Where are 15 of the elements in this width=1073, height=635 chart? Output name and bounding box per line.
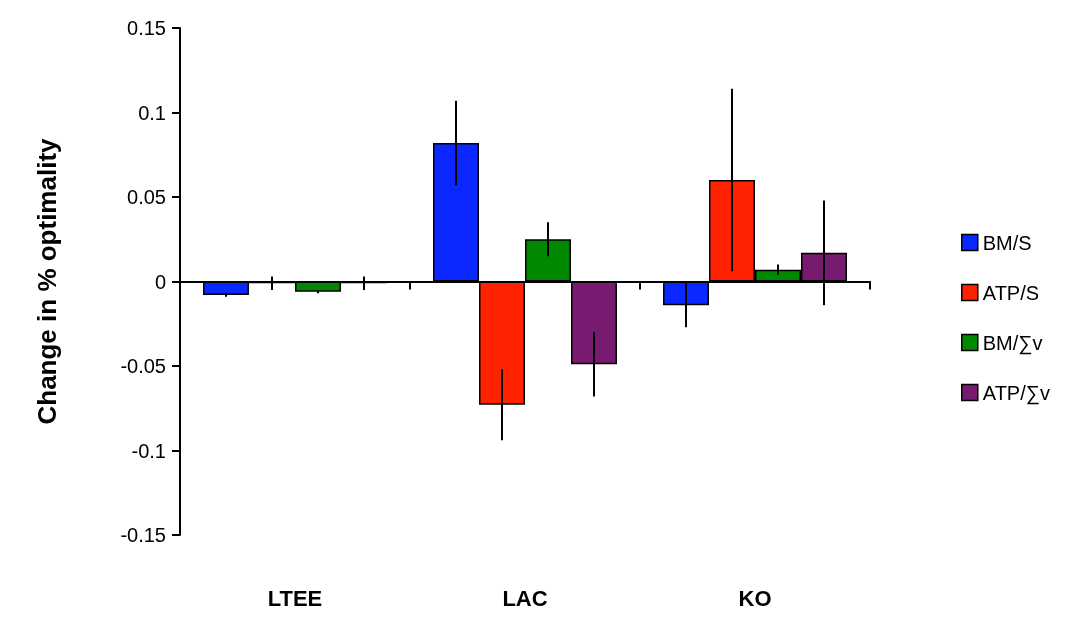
legend-label: ATP/S (982, 281, 1040, 304)
legend-label: BM/∑v (982, 331, 1043, 355)
y-tick-label: -0.05 (120, 355, 166, 377)
x-tick-label: LTEE (267, 585, 323, 611)
legend-label: ATP/∑v (982, 381, 1051, 405)
x-tick-label: KO (738, 585, 772, 611)
y-tick-label: 0.1 (138, 101, 166, 124)
y-tick-label: 0.05 (127, 186, 166, 208)
x-tick-label: LAC (502, 585, 548, 611)
y-tick-label: 0 (154, 270, 166, 293)
y-tick-label: -0.1 (131, 439, 166, 462)
y-axis-title: Change in % optimality (32, 137, 62, 425)
legend-label: BM/S (982, 231, 1032, 254)
y-tick-label: 0.15 (127, 17, 166, 39)
y-tick-label: -0.15 (120, 524, 166, 546)
